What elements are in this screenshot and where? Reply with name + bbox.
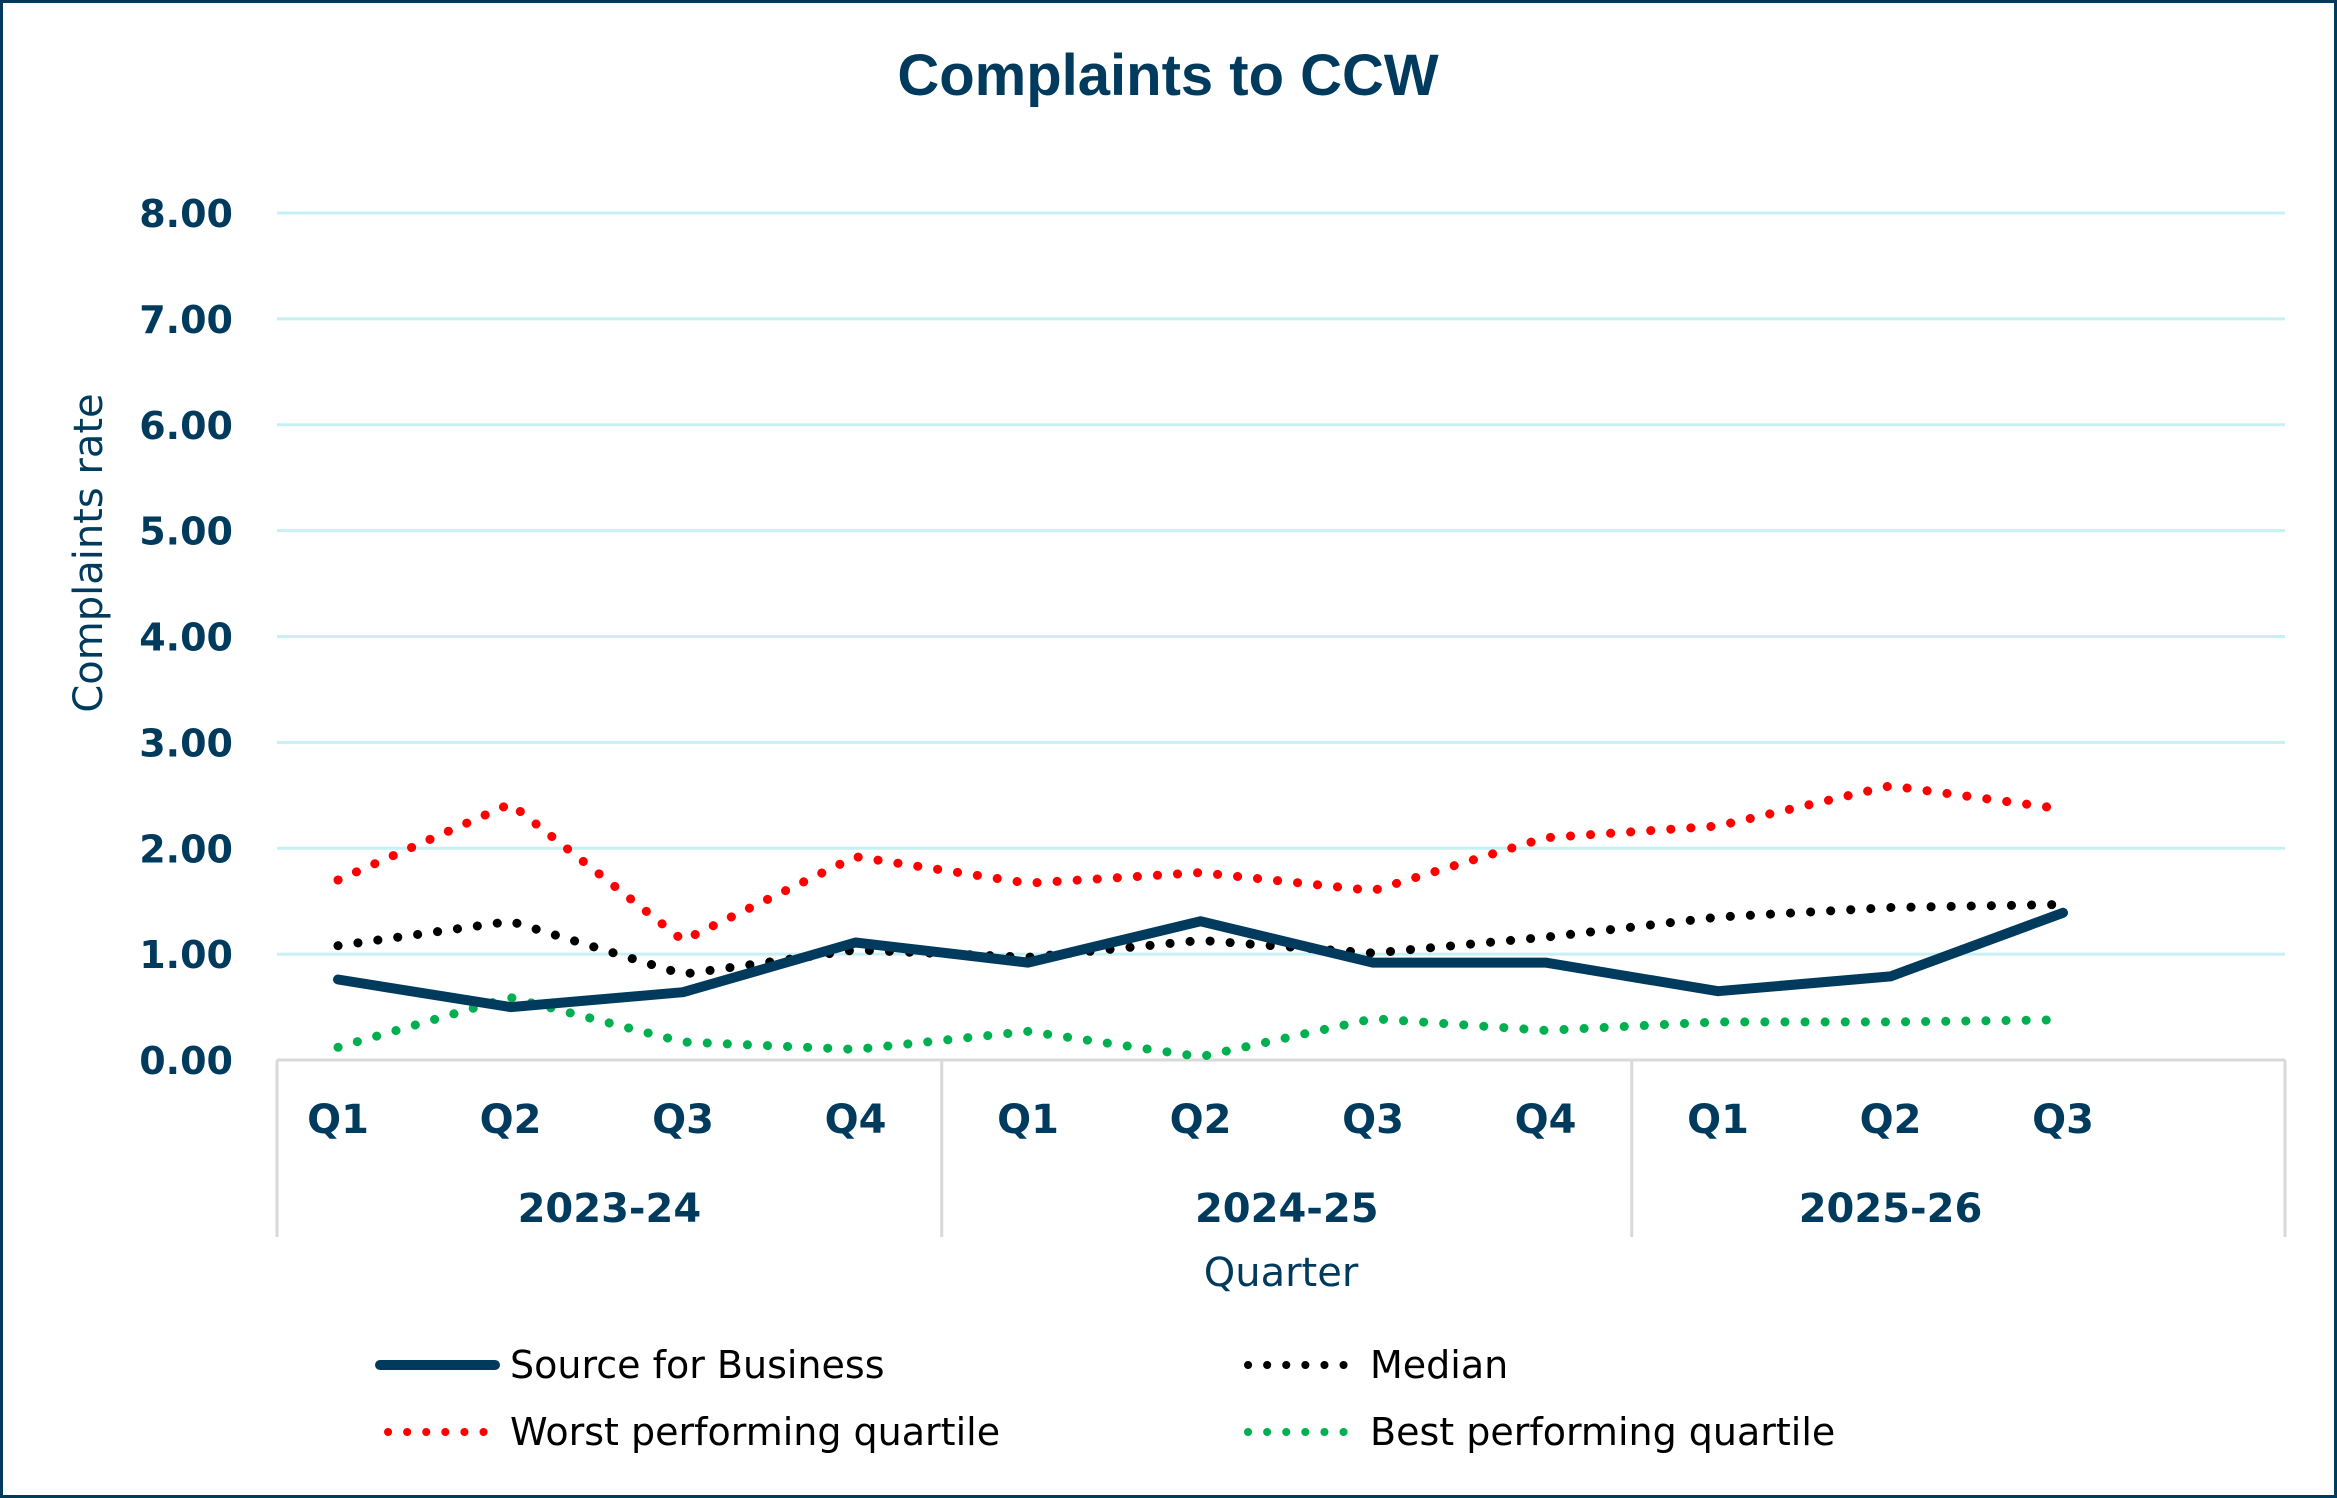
y-tick-label: 4.00 [139,616,233,660]
gridlines [277,211,2285,956]
x-tick-label: Q3 [2032,1097,2094,1143]
x-tick-label: Q2 [1860,1097,1922,1143]
y-tick-label: 1.00 [139,933,233,977]
y-tick-label: 7.00 [139,298,233,342]
y-axis-title: Complaints rate [66,393,112,712]
series-line-source-for-business [333,907,2068,1013]
x-group-label: 2025-26 [1799,1186,1983,1232]
series-line-median [333,899,2068,979]
legend-label: Best performing quartile [1370,1410,1835,1454]
legend-item-best-performing-quartile[interactable]: Best performing quartile [1244,1410,1835,1454]
y-tick-label: 0.00 [139,1039,233,1083]
series-lines [333,781,2068,1062]
legend-item-source-for-business[interactable]: Source for Business [375,1343,885,1387]
legend-label: Worst performing quartile [510,1410,1000,1454]
x-axis: 2023-24 2024-25 2025-26 Q1 Q2 Q3 Q4 Q1 Q2 Q3 Q4 Q1 Q… [275,1058,2287,1237]
x-tick-label: Q1 [997,1097,1059,1143]
y-tick-label: 5.00 [139,510,233,554]
chart-title: Complaints to CCW [897,43,1439,108]
y-tick-label: 2.00 [139,827,233,871]
x-tick-label: Q1 [1687,1097,1749,1143]
x-tick-label: Q3 [1342,1097,1404,1143]
series-line-best-performing-quartile [333,993,2068,1062]
y-tick-label: 6.00 [139,404,233,448]
x-tick-label: Q4 [1515,1097,1577,1143]
x-tick-label: Q4 [825,1097,887,1143]
x-tick-label: Q2 [1170,1097,1232,1143]
legend-item-worst-performing-quartile[interactable]: Worst performing quartile [384,1410,1000,1454]
legend: Source for Business Median Worst performin… [375,1343,1835,1454]
x-tick-label: Q1 [307,1097,369,1143]
x-tick-label: Q3 [652,1097,714,1143]
y-tick-label: 8.00 [139,192,233,236]
y-axis-ticks: 0.00 1.00 2.00 3.00 4.00 5.00 6.00 7.00 8.00 [139,192,233,1083]
y-tick-label: 3.00 [139,721,233,765]
x-group-label: 2024-25 [1195,1186,1379,1232]
legend-label: Source for Business [510,1343,885,1387]
x-tick-label: Q2 [480,1097,542,1143]
legend-label: Median [1370,1343,1508,1387]
x-axis-title: Quarter [1204,1250,1359,1296]
x-group-label: 2023-24 [518,1186,702,1232]
legend-item-median[interactable]: Median [1244,1343,1508,1387]
